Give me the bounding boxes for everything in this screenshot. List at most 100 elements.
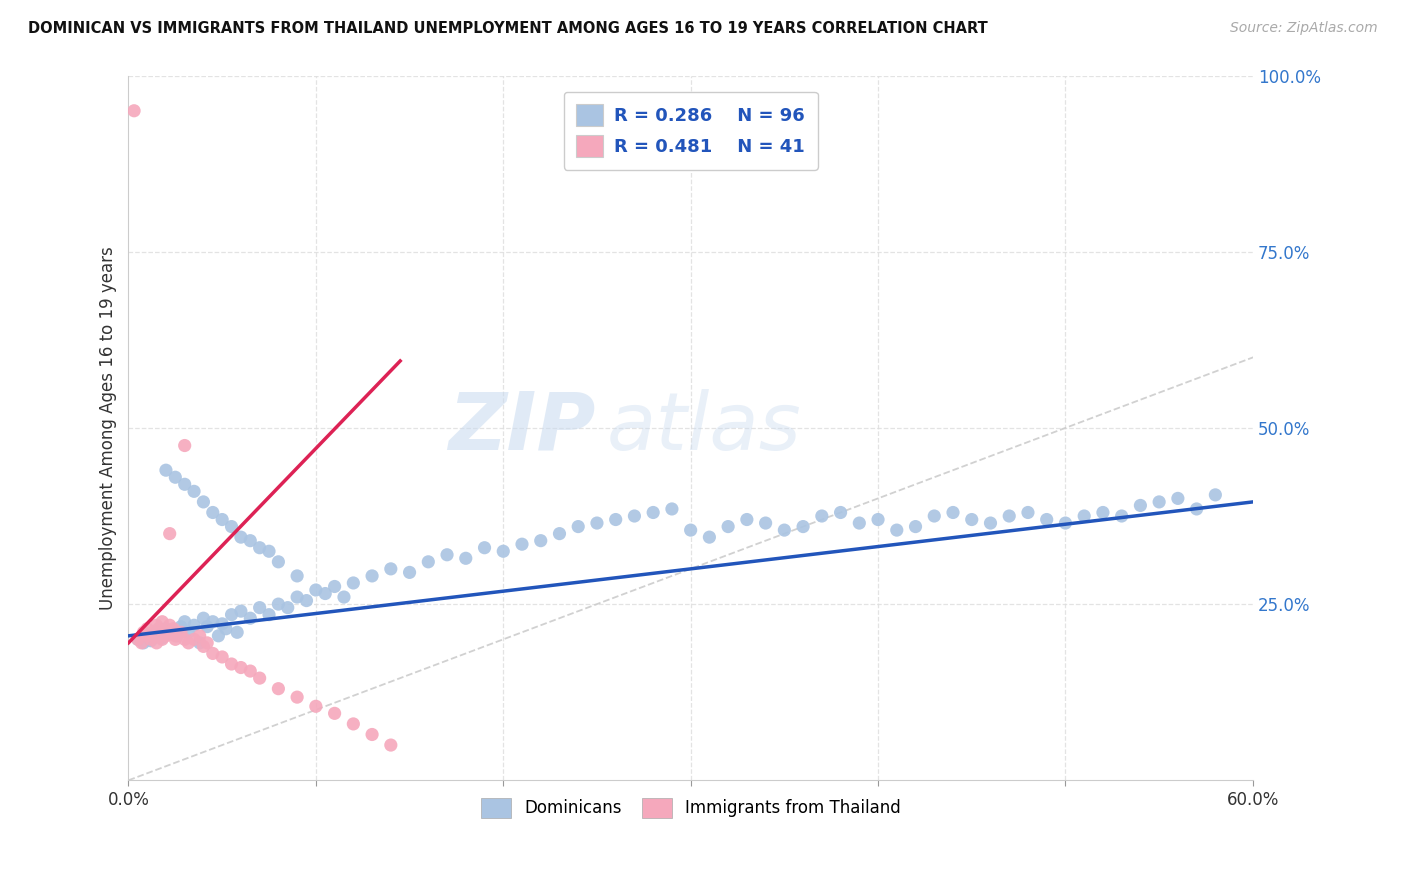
Point [323,579,346,593]
Point [159,626,181,640]
Text: DOMINICAN VS IMMIGRANTS FROM THAILAND UNEMPLOYMENT AMONG AGES 16 TO 19 YEARS COR: DOMINICAN VS IMMIGRANTS FROM THAILAND UN… [28,21,988,36]
Point [239,664,262,678]
Point [886,523,908,537]
Point [207,629,229,643]
Point [661,502,683,516]
Point [979,516,1001,530]
Point [145,618,167,632]
Point [177,625,200,640]
Point [342,576,364,591]
Point [215,622,238,636]
Point [166,629,188,643]
Text: ZIP: ZIP [447,389,595,467]
Point [755,516,778,530]
Point [922,508,945,523]
Point [150,632,173,647]
Point [530,533,553,548]
Point [165,632,187,647]
Point [150,631,173,645]
Point [548,526,571,541]
Point [122,103,145,118]
Point [773,523,796,537]
Point [474,541,496,555]
Point [1204,488,1226,502]
Point [717,519,740,533]
Point [586,516,609,530]
Point [221,657,243,671]
Point [183,484,205,499]
Point [145,625,167,640]
Point [361,569,384,583]
Point [285,690,308,705]
Point [295,593,318,607]
Point [257,607,280,622]
Point [830,506,852,520]
Point [342,717,364,731]
Point [229,660,252,674]
Point [201,506,224,520]
Point [155,629,177,643]
Point [848,516,870,530]
Point [323,706,346,721]
Point [229,604,252,618]
Point [285,569,308,583]
Point [257,544,280,558]
Point [267,681,290,696]
Point [361,727,384,741]
Point [132,636,155,650]
Point [735,512,758,526]
Point [139,633,162,648]
Point [277,600,299,615]
Point [380,738,402,752]
Point [201,647,224,661]
Point [159,618,181,632]
Text: Source: ZipAtlas.com: Source: ZipAtlas.com [1230,21,1378,35]
Point [305,582,328,597]
Point [195,636,218,650]
Point [510,537,533,551]
Point [183,632,205,647]
Point [418,555,440,569]
Point [1129,499,1152,513]
Point [148,622,170,636]
Point [454,551,477,566]
Point [1111,508,1133,523]
Point [211,650,233,665]
Point [492,544,515,558]
Point [792,519,814,533]
Point [183,618,205,632]
Point [942,506,965,520]
Point [211,512,233,526]
Point [201,615,224,629]
Point [249,671,271,685]
Point [221,519,243,533]
Point [173,632,195,647]
Point [904,519,927,533]
Point [1054,516,1077,530]
Point [165,470,187,484]
Point [159,526,181,541]
Point [155,463,177,477]
Point [267,555,290,569]
Point [173,615,195,629]
Point [436,548,458,562]
Point [229,530,252,544]
Point [1091,506,1114,520]
Point [211,616,233,631]
Point [643,506,665,520]
Point [155,622,177,636]
Point [998,508,1021,523]
Point [162,622,184,636]
Point [239,533,262,548]
Point [1167,491,1189,506]
Point [193,495,215,509]
Point [1073,508,1095,523]
Point [139,632,162,647]
Point [170,625,193,640]
Point [605,512,627,526]
Point [314,586,336,600]
Point [142,625,165,640]
Point [1017,506,1039,520]
Point [221,607,243,622]
Point [699,530,721,544]
